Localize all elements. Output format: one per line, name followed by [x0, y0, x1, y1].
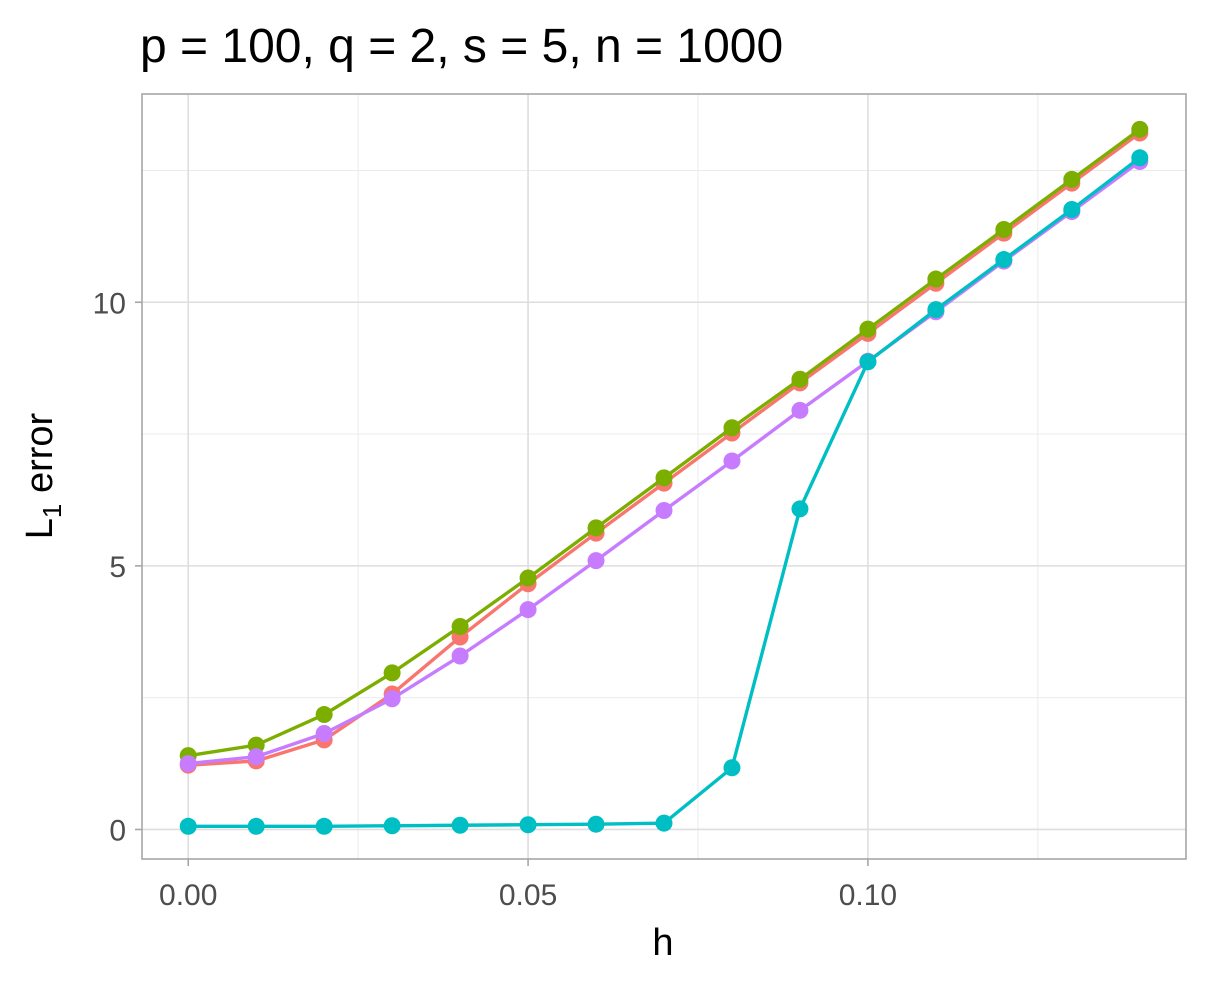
series-3-point-3: [383, 817, 401, 835]
y-tick-label-0: 0: [109, 814, 126, 847]
series-2-point-1: [247, 748, 265, 766]
series-1-point-4: [451, 617, 469, 635]
series-3-point-6: [587, 815, 605, 833]
x-tick-label-2: 0.10: [839, 879, 897, 912]
series-3-point-8: [723, 759, 741, 777]
series-1-point-2: [315, 706, 333, 724]
series-1-point-10: [859, 320, 877, 338]
series-1-point-11: [927, 270, 945, 288]
series-2-point-3: [383, 690, 401, 708]
y-axis-title-subscript: 1: [37, 504, 67, 518]
series-3: [179, 149, 1149, 835]
series-2-point-7: [655, 502, 673, 520]
series-3-point-7: [655, 814, 673, 832]
series-1-point-3: [383, 664, 401, 682]
series-2-point-5: [519, 601, 537, 619]
x-axis-title: h: [652, 922, 673, 964]
series-2-point-2: [315, 725, 333, 743]
series-3-point-5: [519, 816, 537, 834]
series-1-point-5: [519, 569, 537, 587]
y-axis-title-main: L: [19, 518, 61, 539]
chart-title: p = 100, q = 2, s = 5, n = 1000: [140, 20, 783, 73]
series-1-point-13: [1063, 170, 1081, 188]
x-tick-label-0: 0.00: [159, 879, 217, 912]
y-axis-title-rest: error: [19, 412, 61, 503]
series-3-point-1: [247, 817, 265, 835]
series-2-point-8: [723, 452, 741, 470]
y-axis-title: L1 error: [19, 412, 67, 539]
x-tick-label-1: 0.05: [499, 879, 557, 912]
series-2-point-0: [179, 755, 197, 773]
y-tick-label-2: 10: [93, 287, 126, 320]
series-3-point-12: [995, 251, 1013, 269]
series-layer: [179, 120, 1149, 835]
series-3-point-4: [451, 816, 469, 834]
series-3-point-0: [179, 817, 197, 835]
series-1-point-6: [587, 519, 605, 537]
series-3-point-9: [791, 500, 809, 518]
series-2-point-6: [587, 552, 605, 570]
series-line-2: [188, 160, 1141, 766]
series-3-point-10: [859, 353, 877, 371]
series-3-point-13: [1063, 200, 1081, 218]
y-tick-label-1: 5: [109, 551, 126, 584]
series-2-point-4: [451, 647, 469, 665]
series-1-point-8: [723, 419, 741, 437]
series-1-point-7: [655, 469, 673, 487]
series-1-point-9: [791, 370, 809, 388]
series-1: [179, 120, 1149, 765]
plot-panel-border: [141, 93, 1187, 860]
series-3-point-14: [1131, 149, 1149, 167]
series-1-point-12: [995, 220, 1013, 238]
series-3-point-11: [927, 301, 945, 319]
series-2: [179, 152, 1149, 773]
axes: 0.00 0.05 0.10 0 5 10: [93, 287, 897, 912]
grid: [142, 94, 1186, 859]
series-2-point-9: [791, 401, 809, 419]
series-line-1: [187, 127, 1141, 758]
series-3-point-2: [315, 817, 333, 835]
series-1-point-14: [1131, 120, 1149, 138]
